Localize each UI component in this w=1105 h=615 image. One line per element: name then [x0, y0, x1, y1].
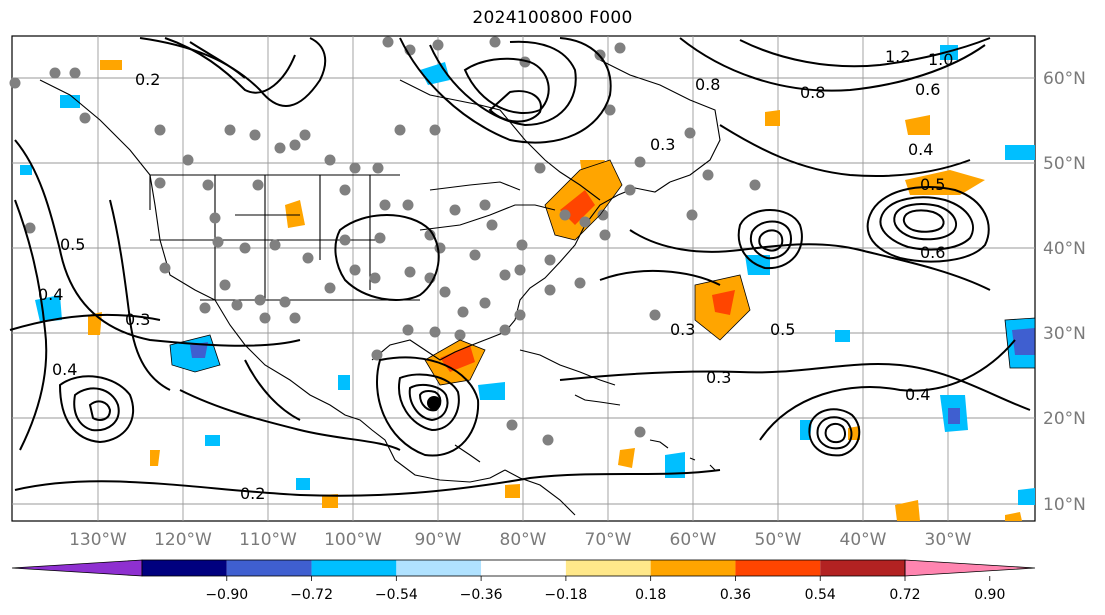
lon-tick-label: 40°W	[840, 530, 887, 550]
contour-label: 0.2	[240, 484, 265, 503]
colorbar-segment	[311, 560, 397, 576]
colorbar-segment	[820, 560, 905, 576]
colorbar-segment	[142, 560, 227, 576]
contour-label: 0.8	[800, 83, 825, 102]
colorbar-segment	[481, 560, 566, 576]
lon-tick-label: 110°W	[239, 530, 297, 550]
colorbar-tick-label: 0.36	[720, 587, 751, 603]
contour-label: 0.3	[670, 320, 695, 339]
colorbar-tick-label: −0.54	[375, 587, 418, 603]
contour-label: 0.6	[920, 243, 945, 262]
colorbar-segment	[565, 560, 651, 576]
lon-tick-label: 90°W	[415, 530, 462, 550]
lat-tick-label: 20°N	[1043, 409, 1086, 429]
contour-lines	[9, 37, 1031, 497]
shading-outlines	[169, 159, 1036, 386]
colorbar-tick-label: −0.72	[290, 587, 333, 603]
lon-tick-label: 70°W	[585, 530, 632, 550]
colorbar: −0.90 −0.72 −0.54 −0.36 −0.18 0.18 0.36 0.54 0.7…	[11, 559, 1036, 603]
contour-label: 0.6	[915, 80, 940, 99]
colorbar-segments	[11, 559, 1036, 577]
colorbar-tick-label: 0.90	[974, 587, 1005, 603]
contour-label: 0.4	[52, 360, 77, 379]
colorbar-tick-label: 0.72	[889, 587, 920, 603]
map-panel: 0.2 0.3 0.4 0.5 0.6 0.8 1.0 1.2 0.3 0.4 …	[9, 35, 1086, 550]
colorbar-segment	[650, 560, 736, 576]
lon-tick-label: 80°W	[500, 530, 547, 550]
lon-tick-label: 30°W	[925, 530, 972, 550]
contour-label: 0.4	[38, 285, 63, 304]
colorbar-tick-label: 0.18	[635, 587, 666, 603]
lon-tick-label: 100°W	[324, 530, 382, 550]
contour-label: 0.4	[905, 385, 930, 404]
lon-tick-label: 130°W	[69, 530, 127, 550]
contour-label: 1.0	[928, 50, 953, 69]
colorbar-extend-min	[11, 559, 143, 577]
colorbar-frame	[141, 559, 906, 577]
lon-tick-labels: 130°W 120°W 110°W 100°W 90°W 80°W 70°W 6…	[69, 530, 972, 550]
contour-label: 0.3	[650, 135, 675, 154]
storm-center-marker	[427, 396, 441, 410]
contour-label: 0.5	[770, 320, 795, 339]
contour-label: 0.5	[60, 235, 85, 254]
contour-label: 1.2	[885, 47, 910, 66]
lat-tick-label: 50°N	[1043, 154, 1086, 174]
colorbar-tick-label: −0.36	[460, 587, 503, 603]
lon-tick-label: 50°W	[755, 530, 802, 550]
colorbar-tick-label: −0.90	[205, 587, 248, 603]
lat-tick-label: 10°N	[1043, 495, 1086, 515]
contour-label: 0.3	[125, 310, 150, 329]
lat-tick-labels: 60°N 50°N 40°N 30°N 20°N 10°N	[1043, 69, 1086, 515]
contour-label-group: 0.2 0.3 0.4 0.5 0.6 0.8 1.0 1.2 0.3 0.4 …	[38, 47, 953, 503]
contour-label: 0.2	[135, 70, 160, 89]
lat-tick-label: 40°N	[1043, 239, 1086, 259]
station-dots	[9, 36, 761, 446]
colorbar-ticks: −0.90 −0.72 −0.54 −0.36 −0.18 0.18 0.36 0.54 0.7…	[205, 576, 1005, 603]
contour-label: 0.8	[695, 75, 720, 94]
contour-label: 0.5	[920, 175, 945, 194]
colorbar-segment	[735, 560, 821, 576]
lat-tick-label: 30°N	[1043, 324, 1086, 344]
colorbar-tick-label: 0.54	[805, 587, 836, 603]
lon-tick-label: 60°W	[670, 530, 717, 550]
contour-label: 0.4	[908, 140, 933, 159]
shaded-anomalies	[20, 45, 1035, 521]
colorbar-tick-label: −0.18	[544, 587, 587, 603]
map-title: 2024100800 F000	[472, 8, 633, 28]
colorbar-extend-max	[904, 559, 1036, 577]
lon-tick-label: 120°W	[154, 530, 212, 550]
graticule	[12, 36, 1035, 521]
lat-tick-label: 60°N	[1043, 69, 1086, 89]
colorbar-segment	[396, 560, 482, 576]
colorbar-segment	[226, 560, 312, 576]
contour-label: 0.3	[706, 368, 731, 387]
